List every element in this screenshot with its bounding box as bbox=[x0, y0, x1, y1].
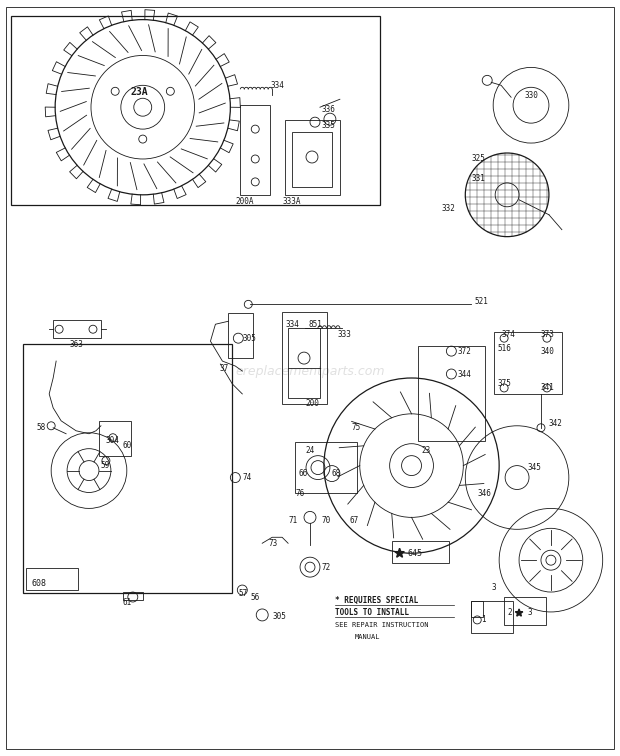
Text: 68: 68 bbox=[332, 469, 341, 478]
Bar bbox=[282, 312, 327, 404]
Text: 333A: 333A bbox=[282, 197, 301, 206]
Bar bbox=[295, 442, 356, 494]
Bar bbox=[494, 332, 562, 394]
Bar bbox=[53, 321, 101, 338]
Text: 341: 341 bbox=[541, 383, 555, 392]
Bar bbox=[99, 421, 131, 456]
Text: 59: 59 bbox=[101, 461, 110, 470]
Text: 67: 67 bbox=[350, 516, 359, 525]
Text: 516: 516 bbox=[497, 344, 511, 352]
Text: 334: 334 bbox=[270, 81, 284, 90]
Polygon shape bbox=[395, 548, 404, 557]
Text: SEE REPAIR INSTRUCTION: SEE REPAIR INSTRUCTION bbox=[335, 622, 428, 628]
Bar bbox=[392, 541, 450, 563]
Text: 76: 76 bbox=[295, 489, 304, 498]
Text: 331: 331 bbox=[471, 175, 485, 184]
Text: 1: 1 bbox=[481, 615, 486, 624]
Text: 325: 325 bbox=[471, 154, 485, 163]
Text: 305: 305 bbox=[242, 333, 256, 342]
Text: 60: 60 bbox=[123, 442, 132, 450]
Text: 72: 72 bbox=[322, 562, 331, 572]
Text: TOOLS TO INSTALL: TOOLS TO INSTALL bbox=[335, 609, 409, 618]
Text: 58: 58 bbox=[37, 423, 46, 432]
Text: 645: 645 bbox=[407, 549, 423, 558]
Bar bbox=[228, 313, 253, 358]
Bar bbox=[11, 16, 379, 205]
Bar bbox=[241, 105, 270, 195]
Text: 57: 57 bbox=[238, 588, 247, 597]
Text: * REQUIRES SPECIAL: * REQUIRES SPECIAL bbox=[335, 596, 418, 605]
Text: 70: 70 bbox=[322, 516, 331, 525]
Text: 3: 3 bbox=[527, 609, 531, 618]
Text: 342: 342 bbox=[549, 420, 563, 429]
Text: 200: 200 bbox=[305, 399, 319, 408]
Bar bbox=[504, 597, 546, 625]
Bar bbox=[417, 346, 485, 441]
Text: ereplacementparts.com: ereplacementparts.com bbox=[235, 364, 385, 377]
Text: 372: 372 bbox=[458, 346, 471, 355]
Bar bbox=[285, 120, 340, 195]
Text: 305: 305 bbox=[272, 612, 286, 621]
Text: 336: 336 bbox=[322, 105, 336, 113]
Text: 200A: 200A bbox=[236, 197, 254, 206]
Text: 23A: 23A bbox=[131, 87, 148, 98]
Text: 71: 71 bbox=[288, 516, 298, 525]
Text: 608: 608 bbox=[31, 578, 46, 587]
Text: 3: 3 bbox=[491, 583, 496, 591]
Bar bbox=[26, 569, 78, 590]
Text: 345: 345 bbox=[527, 463, 541, 472]
Text: 23: 23 bbox=[422, 446, 431, 455]
Text: 373: 373 bbox=[541, 330, 555, 339]
Text: 304: 304 bbox=[106, 436, 120, 445]
Bar bbox=[288, 328, 320, 398]
Text: 56: 56 bbox=[250, 593, 260, 602]
Text: 73: 73 bbox=[268, 539, 277, 548]
Bar bbox=[24, 344, 233, 593]
Bar bbox=[471, 601, 513, 633]
Text: 333: 333 bbox=[338, 330, 352, 339]
Text: 374: 374 bbox=[501, 330, 515, 339]
Text: 332: 332 bbox=[441, 204, 455, 213]
Text: 521: 521 bbox=[474, 297, 488, 306]
Text: 334: 334 bbox=[285, 320, 299, 329]
Text: 344: 344 bbox=[458, 370, 471, 379]
Text: 335: 335 bbox=[322, 121, 336, 129]
Bar bbox=[471, 601, 483, 617]
Text: 330: 330 bbox=[524, 91, 538, 100]
Text: 61: 61 bbox=[123, 599, 132, 608]
Bar bbox=[123, 592, 143, 600]
Text: 363: 363 bbox=[69, 339, 83, 349]
Text: 74: 74 bbox=[242, 473, 252, 482]
Polygon shape bbox=[515, 609, 523, 616]
Text: 375: 375 bbox=[497, 380, 511, 389]
Text: 66: 66 bbox=[298, 469, 308, 478]
Text: 346: 346 bbox=[477, 489, 491, 498]
Text: 2: 2 bbox=[507, 609, 512, 618]
Text: 851: 851 bbox=[308, 320, 322, 329]
Bar bbox=[292, 132, 332, 187]
Text: 24: 24 bbox=[305, 446, 314, 455]
Text: 75: 75 bbox=[352, 423, 361, 432]
Text: 37: 37 bbox=[219, 364, 228, 373]
Text: 340: 340 bbox=[541, 346, 555, 355]
Text: MANUAL: MANUAL bbox=[355, 634, 380, 640]
